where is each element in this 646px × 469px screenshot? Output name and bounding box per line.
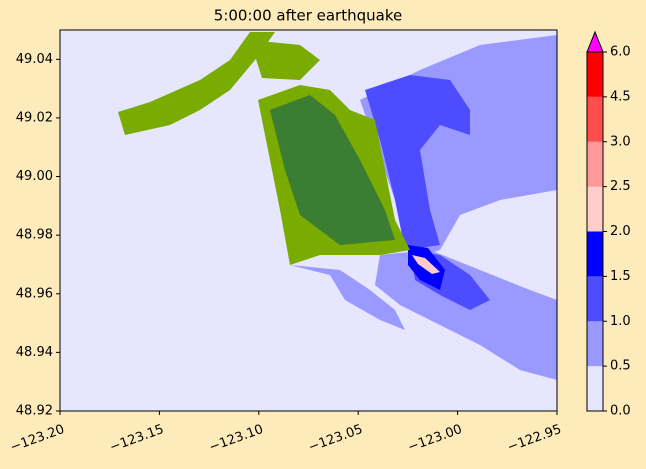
colorbar-segment <box>587 321 603 367</box>
y-tick-label: 49.00 <box>16 169 53 184</box>
y-tick-label: 48.92 <box>16 404 53 419</box>
colorbar-segment <box>587 366 603 411</box>
colorbar-tick-label: 6.0 <box>610 45 631 60</box>
water-zone <box>365 75 470 250</box>
colorbar-segment <box>587 141 603 187</box>
colorbar-segment <box>587 276 603 322</box>
colorbar-tick-label: 4.5 <box>610 89 631 104</box>
chart-title: 5:00:00 after earthquake <box>214 7 402 25</box>
water-zone <box>412 255 440 274</box>
water-zone <box>290 265 405 330</box>
plot-frame <box>59 29 558 412</box>
y-tick-label: 49.04 <box>16 52 53 67</box>
land-low <box>270 95 395 245</box>
colorbar-tick-label: 0.5 <box>610 359 631 374</box>
y-tick-label: 48.98 <box>16 228 53 243</box>
colorbar-segment <box>587 52 603 97</box>
y-tick-label: 48.94 <box>16 345 53 360</box>
land <box>118 32 275 135</box>
colorbar-tick-label: 0.0 <box>610 404 631 419</box>
y-tick-label: 49.02 <box>16 110 53 125</box>
colorbar-tick-label: 3.0 <box>610 134 631 149</box>
colorbar-tick-label: 2.0 <box>610 224 631 239</box>
y-tick-label: 48.96 <box>16 286 53 301</box>
land <box>250 40 320 80</box>
colorbar-tick-label: 2.5 <box>610 179 631 194</box>
colorbar-segment <box>587 186 603 232</box>
colorbar-segment <box>587 96 603 142</box>
colorbar-tick-label: 1.5 <box>610 269 631 284</box>
colorbar-tick-label: 1.0 <box>610 314 631 329</box>
map <box>60 30 557 411</box>
colorbar-segment <box>587 231 603 277</box>
